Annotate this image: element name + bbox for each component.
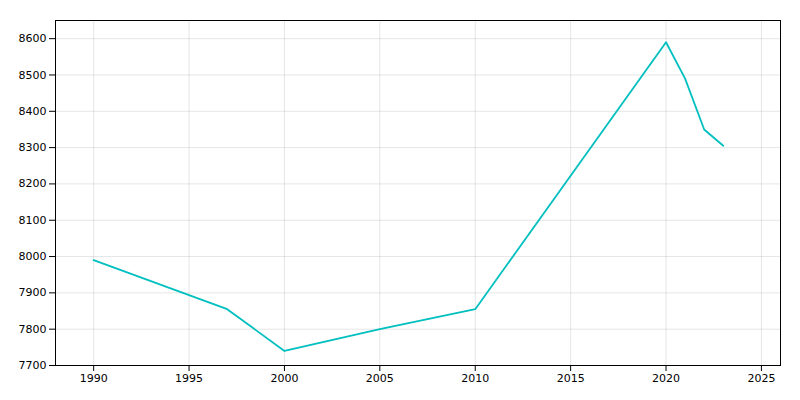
svg-text:8300: 8300	[19, 141, 47, 154]
svg-text:8600: 8600	[19, 32, 47, 45]
svg-text:7700: 7700	[19, 359, 47, 372]
svg-text:7900: 7900	[19, 286, 47, 299]
svg-text:8000: 8000	[19, 250, 47, 263]
svg-text:7800: 7800	[19, 323, 47, 336]
svg-text:2025: 2025	[747, 372, 775, 385]
svg-text:1990: 1990	[80, 372, 108, 385]
svg-text:2005: 2005	[366, 372, 394, 385]
svg-text:8500: 8500	[19, 68, 47, 81]
svg-text:8100: 8100	[19, 214, 47, 227]
svg-text:2000: 2000	[270, 372, 298, 385]
svg-text:2020: 2020	[652, 372, 680, 385]
svg-text:8400: 8400	[19, 105, 47, 118]
svg-text:2010: 2010	[461, 372, 489, 385]
svg-text:1995: 1995	[175, 372, 203, 385]
svg-text:8200: 8200	[19, 177, 47, 190]
svg-text:2015: 2015	[557, 372, 585, 385]
